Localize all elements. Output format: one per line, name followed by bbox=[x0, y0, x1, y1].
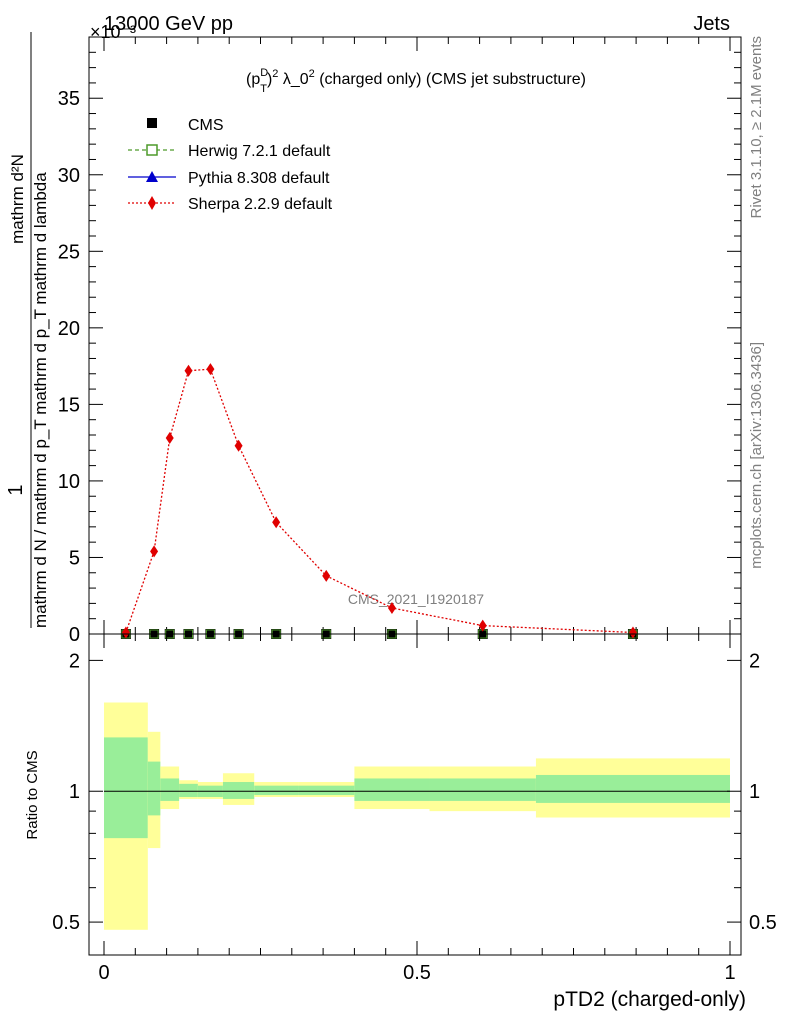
main-y-tick-label: 35 bbox=[58, 88, 80, 110]
ratio-y-axis: 0.5 0.5 1 1 2 2 bbox=[52, 650, 777, 934]
legend-marker-pythia bbox=[146, 171, 158, 182]
sherpa-series bbox=[121, 363, 637, 639]
legend-label-pythia: Pythia 8.308 default bbox=[188, 170, 330, 187]
ratio-band-stat bbox=[254, 785, 299, 796]
y-label-denominator: mathrm d N / mathrm d p_T mathrm d p_T m… bbox=[31, 172, 50, 628]
ratio-y-label: Ratio to CMS bbox=[24, 750, 41, 839]
rivet-version-label: Rivet 3.1.10, ≥ 2.1M events bbox=[748, 36, 765, 219]
ratio-band-stat bbox=[160, 778, 180, 801]
x-tick-label: 0 bbox=[98, 962, 109, 984]
sherpa-data-point bbox=[150, 545, 159, 558]
ratio-y-tick-label-right: 2 bbox=[749, 650, 760, 672]
analysis-watermark: CMS_2021_I1920187 bbox=[348, 591, 484, 607]
ratio-y-tick-label-right: 0.5 bbox=[749, 912, 777, 934]
sherpa-data-point bbox=[184, 364, 193, 377]
ratio-band-stat bbox=[535, 774, 730, 803]
main-y-tick-label: 5 bbox=[69, 547, 80, 569]
energy-label: 13000 GeV pp bbox=[104, 13, 233, 35]
main-y-axis-label: 1 mathrm d²N mathrm d N / mathrm d p_T m… bbox=[5, 32, 50, 628]
sherpa-data-point bbox=[387, 601, 396, 614]
sherpa-data-point bbox=[322, 569, 331, 582]
ratio-band-stat bbox=[104, 737, 148, 839]
ratio-band-stat bbox=[298, 785, 355, 796]
sherpa-data-point bbox=[121, 626, 130, 639]
legend-entry-pythia: Pythia 8.308 default bbox=[128, 170, 330, 187]
ratio-y-tick-label-right: 1 bbox=[749, 781, 760, 803]
legend-marker-herwig bbox=[146, 144, 158, 156]
legend-label-sherpa: Sherpa 2.2.9 default bbox=[188, 196, 333, 213]
ratio-panel: 0.5 0.51 12 2 0 0.5 1 Ratio to CMS pTD2 (char… bbox=[24, 633, 777, 1011]
sherpa-data-point bbox=[272, 516, 281, 529]
legend-entry-sherpa: Sherpa 2.2.9 default bbox=[128, 196, 333, 213]
process-label: Jets bbox=[693, 13, 730, 35]
legend-entry-cms: CMS bbox=[147, 117, 224, 134]
ratio-band-stat bbox=[222, 782, 255, 799]
ratio-bands bbox=[104, 702, 730, 930]
main-y-tick-label: 10 bbox=[58, 471, 80, 493]
ratio-y-tick-label-left: 0.5 bbox=[52, 912, 80, 934]
ratio-x-axis: 0 0.5 1 bbox=[98, 634, 736, 984]
sherpa-data-point bbox=[628, 626, 637, 639]
ratio-y-tick-label-left: 1 bbox=[69, 781, 80, 803]
sherpa-data-point bbox=[165, 432, 174, 445]
sherpa-data-point bbox=[206, 363, 215, 376]
legend-marker-cms bbox=[147, 118, 157, 128]
x-tick-label: 0.5 bbox=[403, 962, 431, 984]
y-label-top: mathrm d²N bbox=[8, 154, 27, 244]
mcplots-label: mcplots.cern.ch [arXiv:1306.3436] bbox=[748, 342, 765, 569]
ratio-band-stat bbox=[179, 783, 198, 797]
main-y-tick-label: 25 bbox=[58, 241, 80, 263]
ratio-band-stat bbox=[429, 778, 536, 801]
main-frame bbox=[88, 36, 742, 635]
plot-title: (pD T)2 λ_02 (charged only) (CMS jet subs… bbox=[246, 67, 586, 95]
y-label-numerator-one: 1 bbox=[5, 484, 27, 495]
main-panel: 0 5 10 15 20 25 30 35 (pD T)2 λ_02 (charged only… bbox=[58, 36, 742, 646]
main-y-tick-label: 0 bbox=[69, 624, 80, 646]
main-x-axis-ticks bbox=[103, 37, 731, 634]
legend: CMS Herwig 7.2.1 default Pythia 8.308 de… bbox=[128, 117, 333, 213]
main-y-tick-label: 20 bbox=[58, 318, 80, 340]
ratio-band-stat bbox=[354, 778, 430, 801]
legend-label-herwig: Herwig 7.2.1 default bbox=[188, 143, 331, 160]
ratio-frame bbox=[88, 633, 742, 956]
legend-marker-sherpa bbox=[148, 196, 156, 210]
ratio-band-stat bbox=[147, 761, 161, 816]
sherpa-data-point bbox=[478, 619, 487, 632]
legend-entry-herwig: Herwig 7.2.1 default bbox=[128, 143, 331, 160]
sherpa-data-point bbox=[234, 439, 243, 452]
main-y-tick-label: 30 bbox=[58, 165, 80, 187]
x-tick-label: 1 bbox=[724, 962, 735, 984]
x-axis-label: pTD2 (charged-only) bbox=[553, 988, 746, 1011]
ratio-y-tick-label-left: 2 bbox=[69, 650, 80, 672]
main-y-axis: 0 5 10 15 20 25 30 35 bbox=[58, 36, 741, 646]
legend-label-cms: CMS bbox=[188, 117, 224, 134]
y-scale-exponent: ×10⁻³ bbox=[90, 22, 136, 42]
main-y-tick-label: 15 bbox=[58, 394, 80, 416]
